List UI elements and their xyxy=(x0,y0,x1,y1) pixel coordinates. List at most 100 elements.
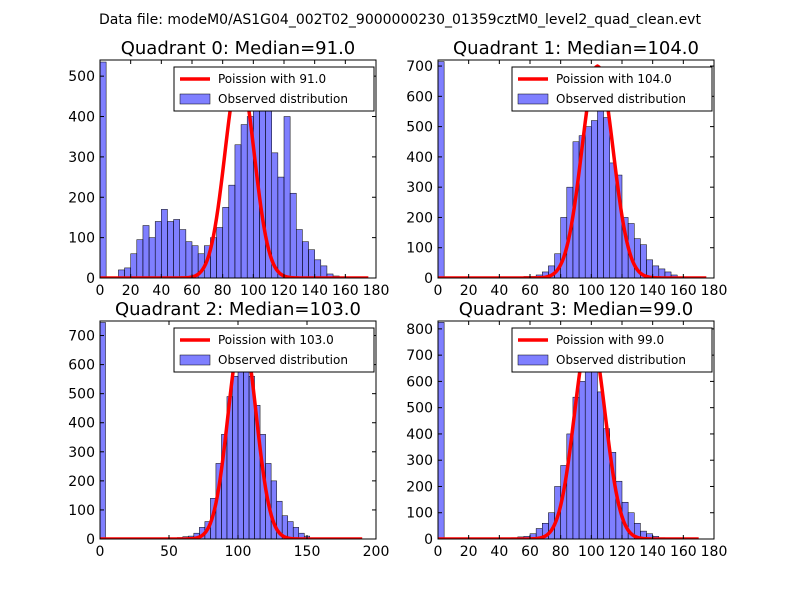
quadrant-2-bar-12 xyxy=(232,375,239,539)
quadrant-1-ytick-label-4: 400 xyxy=(406,150,433,166)
quadrant-3-ytick-label-0: 0 xyxy=(424,532,433,548)
quadrant-0-bar-33 xyxy=(302,241,309,278)
quadrant-0-bar-9 xyxy=(154,221,162,278)
quadrant-0-legend-line-label: Poission with 91.0 xyxy=(218,72,326,86)
quadrant-2-title: Quadrant 2: Median=103.0 xyxy=(115,299,361,320)
quadrant-3-xtick-label-7: 140 xyxy=(639,544,666,560)
quadrant-3-xtick-label-9: 180 xyxy=(701,544,728,560)
quadrant-0-legend: Poission with 91.0 Observed distribution xyxy=(173,66,375,112)
quadrant-2-legend-bar-label: Observed distribution xyxy=(218,353,348,367)
quadrant-2-ytick-label-5: 500 xyxy=(68,387,95,403)
quadrant-0-ytick-label-1: 100 xyxy=(68,231,95,247)
quadrant-0-bar-29 xyxy=(277,176,285,278)
quadrant-1-legend-line-label: Poission with 104.0 xyxy=(556,72,672,86)
quadrant-1-xtick-label-6: 120 xyxy=(609,283,636,299)
quadrant-3-xtick-label-4: 80 xyxy=(552,544,570,560)
quadrant-0-bar-23 xyxy=(240,124,248,278)
quadrant-1-legend-bar-swatch xyxy=(517,93,549,105)
quadrant-3-bar-0 xyxy=(438,322,445,539)
quadrant-3-xtick-label-2: 40 xyxy=(490,544,508,560)
quadrant-0-xtick-label-0: 0 xyxy=(96,283,105,299)
quadrant-0-legend-box xyxy=(173,66,375,112)
quadrant-2-panel: Quadrant 2: Median=103.0 0 50 100 150 200 0 100… xyxy=(68,299,389,560)
quadrant-2-legend: Poission with 103.0 Observed distribution xyxy=(173,327,375,373)
quadrant-3-ytick-label-7: 700 xyxy=(406,348,433,364)
quadrant-3-xtick-label-1: 20 xyxy=(460,544,478,560)
quadrant-0-xtick-label-6: 120 xyxy=(271,283,298,299)
quadrant-1-ytick-label-5: 500 xyxy=(406,120,433,136)
quadrant-0-bar-20 xyxy=(222,207,230,278)
quadrant-0-xtick-label-7: 140 xyxy=(301,283,328,299)
quadrant-0-bar-6 xyxy=(136,239,144,278)
quadrant-0-bar-30 xyxy=(283,116,291,278)
quadrant-1-bar-14 xyxy=(603,117,610,278)
figure-suptitle: Data file: modeM0/AS1G04_002T02_90000002… xyxy=(99,12,701,28)
quadrant-3-xtick-label-8: 160 xyxy=(670,544,697,560)
quadrant-1-xtick-label-1: 20 xyxy=(460,283,478,299)
quadrant-1-bar-15 xyxy=(609,162,617,278)
quadrant-0-ytick-label-5: 500 xyxy=(68,69,95,85)
quadrant-1-xtick-label-4: 80 xyxy=(552,283,570,299)
quadrant-0-panel: Quadrant 0: Median=91.00 20 40 60 80 100 120 14… xyxy=(68,38,389,299)
quadrant-1-bar-0 xyxy=(438,61,445,278)
quadrant-2-ytick-label-4: 400 xyxy=(68,416,95,432)
quadrant-0-bar-19 xyxy=(216,227,223,278)
quadrant-0-ytick-label-2: 200 xyxy=(68,190,95,206)
quadrant-2-xtick-label-4: 200 xyxy=(363,544,390,560)
quadrant-2-ytick-label-3: 300 xyxy=(68,445,95,461)
quadrant-3-ytick-label-4: 400 xyxy=(406,427,433,443)
quadrant-3-legend-bar-swatch xyxy=(517,354,549,366)
quadrant-0-axes-frame xyxy=(99,59,377,279)
quadrant-3-axes-frame xyxy=(437,320,715,540)
quadrant-3-ytick-label-6: 600 xyxy=(406,374,433,390)
quadrant-3-xtick-label-6: 120 xyxy=(609,544,636,560)
quadrant-1-xtick-label-5: 100 xyxy=(578,283,605,299)
quadrant-2-ytick-label-0: 0 xyxy=(86,532,95,548)
quadrant-2-ytick-label-6: 600 xyxy=(68,358,95,374)
quadrant-3-ytick-label-3: 300 xyxy=(406,453,433,469)
quadrant-0-xtick-label-2: 40 xyxy=(152,283,170,299)
quadrant-1-bar-11 xyxy=(584,126,592,278)
quadrant-0-bar-0 xyxy=(100,61,107,278)
quadrant-3-title: Quadrant 3: Median=99.0 xyxy=(459,299,694,320)
quadrant-3-legend-line-label: Poission with 99.0 xyxy=(556,333,664,347)
quadrant-2-poisson-curve xyxy=(100,330,363,539)
quadrant-0-bar-8 xyxy=(148,237,156,278)
quadrant-0-bar-7 xyxy=(142,225,150,278)
quadrant-1-legend-bar-label: Observed distribution xyxy=(556,92,686,106)
quadrant-3-panel: Quadrant 3: Median=99.00 20 40 60 80 100 120 14… xyxy=(406,299,727,560)
quadrant-1-xtick-label-7: 140 xyxy=(639,283,666,299)
quadrant-0-xtick-label-5: 100 xyxy=(240,283,267,299)
quadrant-0-xtick-label-9: 180 xyxy=(363,283,390,299)
quadrant-0-bar-26 xyxy=(259,92,266,278)
quadrant-0-bar-36 xyxy=(320,265,328,278)
quadrant-2-bar-14 xyxy=(243,358,250,539)
quadrant-3-ytick-label-2: 200 xyxy=(406,479,433,495)
quadrant-0-bar-11 xyxy=(167,221,174,278)
quadrant-3-bar-14 xyxy=(584,365,592,539)
quadrant-0-bar-21 xyxy=(228,184,236,278)
quadrant-1-xtick-label-8: 160 xyxy=(670,283,697,299)
quadrant-2-bar-13 xyxy=(237,370,244,539)
quadrant-1-legend: Poission with 104.0 Observed distribution xyxy=(511,66,713,112)
quadrant-3-bar-13 xyxy=(578,381,586,539)
quadrant-3-ytick-label-1: 100 xyxy=(406,506,433,522)
quadrant-0-title: Quadrant 0: Median=91.0 xyxy=(121,38,356,59)
quadrant-2-legend-line-label: Poission with 103.0 xyxy=(218,333,334,347)
quadrant-0-bar-10 xyxy=(161,209,168,278)
quadrant-2-ytick-label-2: 200 xyxy=(68,474,95,490)
quadrant-0-xtick-label-1: 20 xyxy=(122,283,140,299)
quadrant-1-xtick-label-0: 0 xyxy=(434,283,443,299)
quadrant-1-xtick-label-3: 60 xyxy=(521,283,539,299)
quadrant-1-ytick-label-6: 600 xyxy=(406,89,433,105)
quadrant-0-ytick-label-3: 300 xyxy=(68,150,95,166)
quadrant-0-ytick-label-0: 0 xyxy=(86,271,95,287)
quadrant-1-title: Quadrant 1: Median=104.0 xyxy=(453,38,699,59)
quadrant-1-xtick-label-9: 180 xyxy=(701,283,728,299)
quadrant-1-axes-frame xyxy=(437,59,715,279)
quadrant-0-bar-31 xyxy=(289,192,297,278)
quadrant-3-legend-bar-label: Observed distribution xyxy=(556,353,686,367)
quadrant-0-bar-14 xyxy=(185,241,193,278)
quadrant-0-bar-32 xyxy=(296,229,303,278)
quadrant-3-ytick-label-5: 500 xyxy=(406,401,433,417)
